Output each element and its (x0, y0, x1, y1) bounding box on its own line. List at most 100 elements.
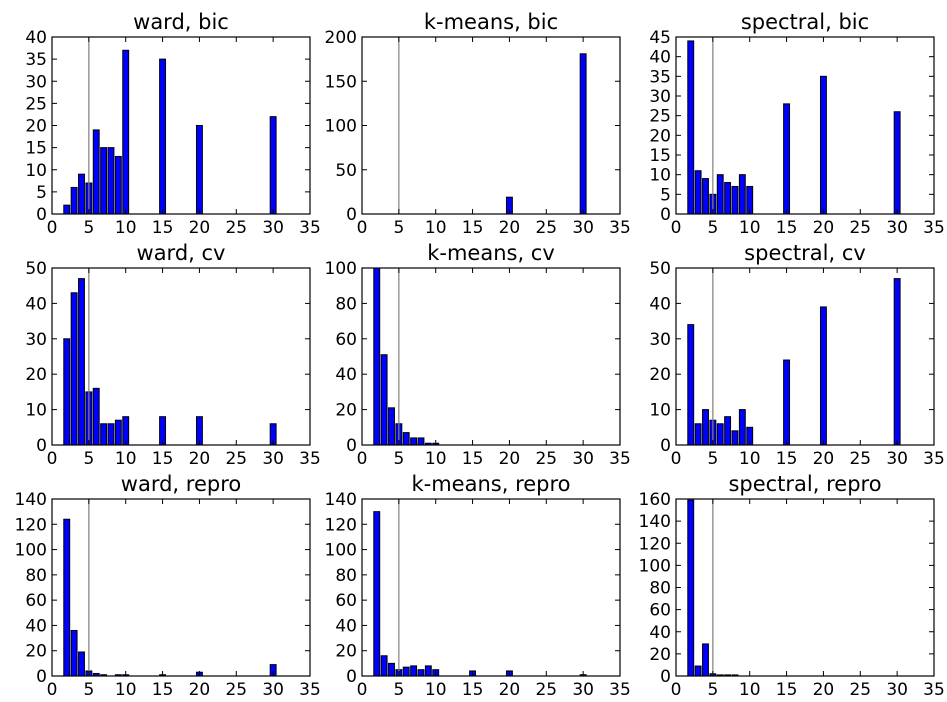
y-tick-label: 0 (36, 436, 47, 456)
y-tick-label: 40 (649, 48, 671, 68)
x-tick-label: 5 (83, 449, 94, 469)
bar (687, 499, 695, 677)
bar (70, 292, 78, 446)
x-tick-label: 15 (152, 680, 174, 700)
x-tick-label: 30 (262, 680, 284, 700)
y-tick-label: 100 (325, 117, 357, 137)
bar (373, 511, 381, 677)
y-tick-label: 0 (36, 667, 47, 687)
x-tick-label: 35 (923, 680, 945, 700)
bar (269, 116, 277, 215)
x-tick-label: 10 (739, 680, 761, 700)
x-tick-label: 10 (739, 449, 761, 469)
x-tick-label: 25 (849, 680, 871, 700)
y-tick-label: 35 (649, 67, 671, 87)
y-tick-label: 80 (649, 579, 671, 599)
bar (388, 662, 395, 677)
x-tick-label: 15 (152, 218, 174, 238)
x-tick-label: 30 (262, 449, 284, 469)
bar (100, 423, 108, 446)
x-tick-label: 5 (393, 218, 404, 238)
y-tick-label: 40 (25, 294, 47, 314)
y-tick-label: 40 (25, 28, 47, 48)
bar (417, 669, 425, 677)
bar (716, 423, 724, 446)
bar (702, 409, 709, 446)
x-tick-label: 25 (849, 449, 871, 469)
subplot-4: 0 5 10 15 20 25 30 35 0 20 40 60 80 100 k-means, cv (325, 241, 631, 469)
y-tick-label: 40 (25, 616, 47, 636)
x-tick-label: 0 (47, 449, 58, 469)
x-tick-label: 35 (923, 218, 945, 238)
y-tick-label: 50 (335, 161, 357, 181)
subplot-5: 0 5 10 15 20 25 30 35 0 10 20 30 40 50 spectral, cv (649, 241, 944, 469)
x-tick-label: 15 (462, 680, 484, 700)
y-tick-label: 0 (36, 205, 47, 225)
y-tick-label: 60 (649, 601, 671, 621)
bar (579, 53, 587, 215)
bar (410, 665, 418, 677)
bar (78, 278, 85, 446)
x-tick-label: 0 (671, 680, 682, 700)
bar (417, 437, 425, 446)
x-tick-label: 5 (83, 680, 94, 700)
x-tick-label: 15 (152, 449, 174, 469)
subplot-title: ward, bic (133, 10, 229, 34)
x-tick-label: 30 (572, 218, 594, 238)
x-tick-label: 5 (707, 449, 718, 469)
y-tick-label: 20 (25, 117, 47, 137)
axes-frame (675, 267, 935, 446)
x-tick-label: 10 (739, 218, 761, 238)
y-tick-label: 80 (335, 566, 357, 586)
y-tick-label: 0 (660, 436, 671, 456)
y-tick-label: 30 (25, 330, 47, 350)
bar (819, 306, 827, 446)
bar (402, 666, 410, 677)
x-tick-label: 10 (425, 680, 447, 700)
bar (373, 267, 381, 446)
x-tick-label: 5 (393, 680, 404, 700)
y-tick-label: 50 (649, 259, 671, 279)
bar (380, 655, 388, 677)
x-tick-label: 5 (707, 218, 718, 238)
x-tick-label: 35 (299, 680, 321, 700)
bar (380, 354, 388, 446)
x-tick-label: 20 (189, 449, 211, 469)
y-tick-label: 0 (346, 205, 357, 225)
bar (92, 387, 100, 446)
y-tick-label: 140 (15, 490, 47, 510)
y-tick-label: 200 (325, 28, 357, 48)
y-tick-label: 120 (15, 515, 47, 535)
x-tick-label: 15 (776, 218, 798, 238)
bar (70, 186, 78, 215)
y-tick-label: 0 (660, 667, 671, 687)
x-tick-label: 30 (572, 680, 594, 700)
y-tick-label: 20 (649, 645, 671, 665)
x-tick-label: 10 (425, 218, 447, 238)
y-tick-label: 40 (649, 294, 671, 314)
y-tick-label: 20 (335, 642, 357, 662)
y-tick-label: 30 (649, 330, 671, 350)
x-tick-label: 0 (357, 680, 368, 700)
x-tick-label: 15 (776, 449, 798, 469)
x-tick-label: 25 (535, 449, 557, 469)
bar (107, 423, 115, 446)
y-tick-label: 140 (325, 490, 357, 510)
y-tick-label: 10 (25, 161, 47, 181)
bar (783, 359, 791, 446)
y-tick-label: 60 (25, 591, 47, 611)
bar (195, 125, 203, 215)
bar (731, 185, 739, 215)
y-tick-label: 15 (649, 146, 671, 166)
x-tick-label: 25 (225, 218, 247, 238)
y-tick-label: 10 (25, 401, 47, 421)
subplot-title: ward, cv (137, 241, 226, 265)
bar (724, 416, 732, 446)
subplot-title: spectral, cv (744, 241, 866, 265)
bar (819, 75, 827, 215)
bar (70, 629, 78, 677)
x-tick-label: 25 (849, 218, 871, 238)
x-tick-label: 25 (535, 680, 557, 700)
y-tick-label: 100 (325, 541, 357, 561)
